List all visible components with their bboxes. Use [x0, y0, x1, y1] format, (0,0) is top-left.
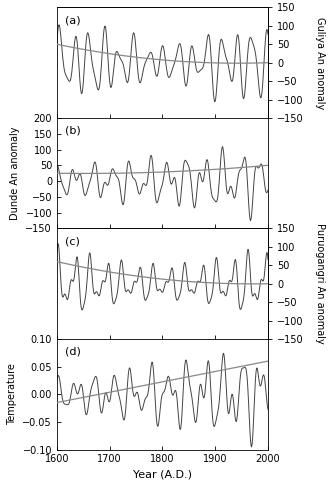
X-axis label: Year (A.D.): Year (A.D.) — [133, 470, 192, 480]
Y-axis label: Guliya An anomaly: Guliya An anomaly — [315, 17, 325, 109]
Y-axis label: Temperature: Temperature — [7, 363, 17, 425]
Y-axis label: Puruogangri An anomaly: Puruogangri An anomaly — [315, 223, 325, 344]
Text: (c): (c) — [65, 236, 80, 246]
Text: (a): (a) — [65, 15, 81, 25]
Text: (b): (b) — [65, 125, 81, 136]
Text: (d): (d) — [65, 347, 81, 357]
Y-axis label: Dunde An anomaly: Dunde An anomaly — [10, 126, 20, 220]
